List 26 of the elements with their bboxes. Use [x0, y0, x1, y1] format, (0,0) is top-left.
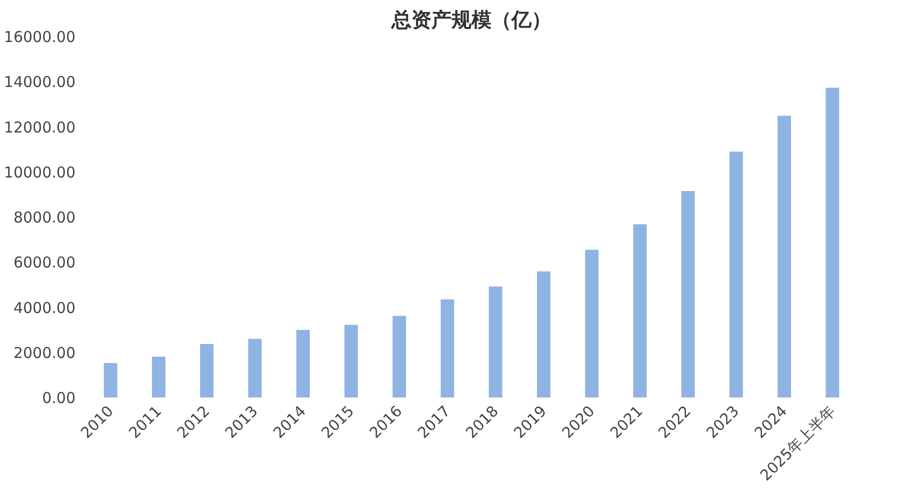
bar	[729, 152, 743, 398]
bar	[152, 356, 166, 398]
bar	[826, 88, 840, 398]
y-tick-label: 2000.00	[13, 344, 76, 362]
y-tick-label: 10000.00	[4, 163, 76, 182]
bar	[440, 299, 454, 398]
bar	[585, 250, 599, 398]
bar	[248, 338, 262, 398]
bar	[778, 116, 792, 398]
y-tick-label: 4000.00	[13, 298, 76, 317]
bar	[200, 344, 214, 398]
bar	[296, 330, 310, 398]
y-tick-label: 0.00	[42, 389, 76, 407]
bar	[488, 286, 502, 398]
y-tick-label: 12000.00	[4, 118, 76, 136]
y-tick-label: 8000.00	[13, 208, 76, 226]
y-tick-label: 16000.00	[4, 28, 76, 46]
y-tick-label: 14000.00	[4, 73, 76, 92]
bar	[344, 324, 358, 398]
chart-title: 总资产规模（亿）	[390, 8, 552, 32]
bar	[681, 191, 695, 398]
y-tick-label: 6000.00	[13, 254, 76, 272]
bar	[536, 271, 550, 398]
bar	[392, 316, 406, 398]
bar	[633, 224, 647, 398]
bar	[104, 362, 118, 398]
